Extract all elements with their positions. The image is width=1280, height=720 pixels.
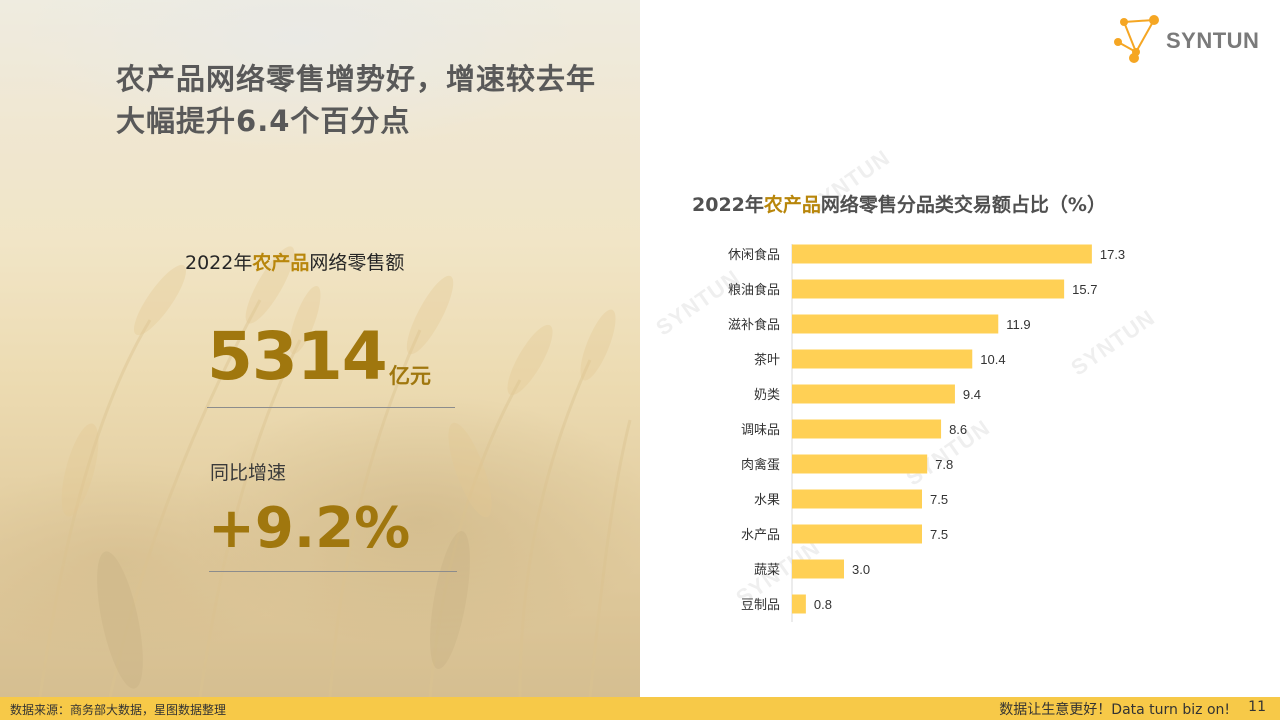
data-label: 3.0: [852, 562, 870, 577]
data-label: 0.8: [814, 597, 832, 612]
bar: [792, 314, 999, 334]
data-label: 10.4: [980, 352, 1005, 367]
bar: [792, 279, 1065, 299]
category-label: 蔬菜: [754, 563, 780, 578]
bar: [792, 524, 922, 544]
category-label: 茶叶: [754, 352, 780, 368]
chart-title-highlight: 农产品: [763, 194, 821, 216]
headline-number: 6.4: [236, 104, 291, 138]
category-share-bar-chart: 休闲食品 17.3 粮油食品 15.7 滋补食品 11.9 茶叶 10.4 奶类 9.4 调味品 8.…: [728, 244, 1125, 622]
wheat-field-photo: 农产品网络零售增势好，增速较去年 大幅提升6.4个百分点 2022年农产品网络零…: [0, 0, 640, 697]
chart-title: 2022年农产品网络零售分品类交易额占比（%）: [692, 194, 1106, 216]
data-label: 9.4: [963, 387, 981, 402]
molecule-logo-icon: [1114, 15, 1159, 63]
data-label: 7.5: [930, 492, 948, 507]
yoy-label: 同比增速: [210, 462, 287, 484]
category-label: 水果: [754, 493, 780, 508]
bar: [792, 244, 1092, 264]
footer-slogan: 数据让生意更好！Data turn biz on!: [999, 702, 1230, 718]
data-label: 7.8: [935, 457, 953, 472]
footer-bar: 数据来源：商务部大数据，星图数据整理 数据让生意更好！Data turn biz…: [0, 697, 1280, 720]
category-label: 调味品: [741, 423, 780, 438]
data-label: 17.3: [1100, 247, 1125, 262]
category-label: 肉禽蛋: [741, 457, 780, 473]
bar: [792, 559, 844, 579]
kpi-title: 2022年农产品网络零售额: [185, 252, 405, 274]
category-label: 滋补食品: [728, 317, 780, 333]
divider: [207, 407, 455, 408]
data-source: 数据来源：商务部大数据，星图数据整理: [10, 703, 227, 717]
bar: [792, 349, 973, 369]
data-label: 7.5: [930, 527, 948, 542]
category-label: 水产品: [741, 528, 780, 543]
category-label: 奶类: [754, 388, 780, 403]
bar: [792, 454, 928, 474]
data-label: 11.9: [1006, 317, 1030, 332]
sales-unit: 亿元: [389, 364, 431, 388]
yoy-value: +9.2%: [208, 496, 411, 561]
wheat-stalks-illustration: [38, 246, 632, 697]
category-label: 休闲食品: [728, 247, 780, 263]
bar: [792, 419, 942, 439]
headline-line-2: 大幅提升6.4个百分点: [116, 104, 411, 138]
bar: [792, 594, 806, 614]
kpi-title-highlight: 农产品: [252, 252, 310, 274]
data-label: 8.6: [949, 422, 967, 437]
divider: [209, 571, 457, 572]
category-label: 粮油食品: [728, 282, 780, 298]
headline: 农产品网络零售增势好，增速较去年 大幅提升6.4个百分点: [116, 58, 640, 142]
page-number: 11: [1248, 699, 1266, 715]
bar: [792, 384, 955, 404]
logo-text: SYNTUN: [1166, 28, 1260, 53]
data-label: 15.7: [1072, 282, 1097, 297]
sales-value: 5314: [207, 318, 388, 395]
category-label: 豆制品: [741, 598, 780, 613]
headline-line-1: 农产品网络零售增势好，增速较去年: [116, 62, 597, 96]
bar: [792, 489, 922, 509]
